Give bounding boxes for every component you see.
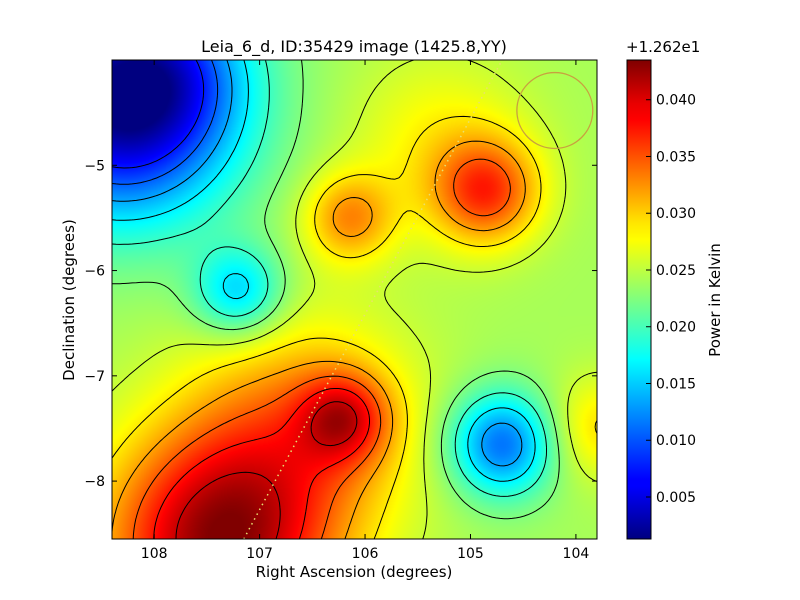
chart-title: Leia_6_d, ID:35429 image (1425.8,YY) bbox=[201, 37, 507, 57]
contour-level-2 bbox=[112, 60, 523, 467]
plot-frame bbox=[111, 59, 598, 540]
colorbar-gradient bbox=[626, 59, 652, 540]
x-axis-ticks: 108 107 106 105 104 bbox=[141, 60, 590, 562]
colorbar-label: Power in Kelvin bbox=[706, 243, 724, 357]
y-axis-ticks: −5 −6 −7 −8 bbox=[84, 158, 597, 490]
contour-level-8 bbox=[112, 140, 526, 539]
y-tick-label-2: −7 bbox=[84, 369, 105, 385]
colorbar-tick-label-3: 0.020 bbox=[656, 320, 696, 336]
x-tick-label-4: 104 bbox=[563, 546, 590, 562]
contour-level-7 bbox=[112, 115, 597, 539]
colorbar-tick-label-5: 0.030 bbox=[656, 206, 696, 222]
colorbar-tick-label-2: 0.015 bbox=[656, 376, 696, 392]
colorbar-tick-label-0: 0.005 bbox=[656, 490, 696, 506]
x-tick-label-1: 107 bbox=[246, 546, 273, 562]
contour-level-3 bbox=[112, 60, 536, 482]
contour-level-5 bbox=[112, 60, 560, 520]
y-tick-label-3: −8 bbox=[84, 474, 105, 490]
contour-level-1 bbox=[112, 60, 219, 185]
contour-level-9 bbox=[132, 158, 511, 539]
overlay-circle bbox=[516, 71, 594, 150]
x-tick-label-2: 106 bbox=[352, 546, 379, 562]
contour-lines bbox=[112, 60, 597, 539]
colorbar-tick-label-1: 0.010 bbox=[656, 433, 696, 449]
x-tick-label-3: 105 bbox=[457, 546, 484, 562]
colorbar-ticks: 0.005 0.010 0.015 0.020 0.025 0.030 0.035 0.040 bbox=[646, 93, 696, 506]
y-tick-label-0: −5 bbox=[84, 158, 105, 174]
heatmap-image bbox=[112, 60, 597, 539]
y-tick-label-1: −6 bbox=[84, 264, 105, 280]
colorbar-tick-label-6: 0.035 bbox=[656, 149, 696, 165]
contour-level-11 bbox=[175, 401, 358, 539]
contour-level-6 bbox=[112, 60, 597, 539]
y-axis-label: Declination (degrees) bbox=[60, 219, 78, 381]
colorbar: 0.005 0.010 0.015 0.020 0.025 0.030 0.035 0.040… bbox=[626, 38, 724, 540]
contour-level-10 bbox=[153, 388, 370, 539]
colorbar-tick-label-4: 0.025 bbox=[656, 263, 696, 279]
x-axis-label: Right Ascension (degrees) bbox=[256, 563, 453, 581]
plot-area bbox=[111, 59, 598, 540]
colorbar-tick-label-7: 0.040 bbox=[656, 93, 696, 109]
contour-level-0 bbox=[112, 60, 205, 169]
x-tick-label-0: 108 bbox=[141, 546, 168, 562]
colorbar-offset-text: +1.262e1 bbox=[626, 38, 700, 56]
